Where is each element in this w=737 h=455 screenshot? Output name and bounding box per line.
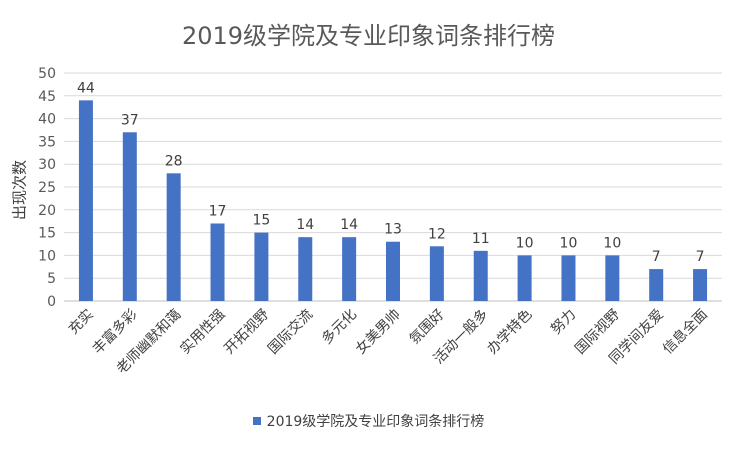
legend-swatch xyxy=(252,417,261,425)
x-tick-label: 氛围好 xyxy=(407,307,448,348)
y-tick-label: 35 xyxy=(38,134,56,150)
y-tick-label: 10 xyxy=(38,248,56,264)
data-label: 12 xyxy=(428,226,446,242)
data-label: 14 xyxy=(296,217,314,233)
bar xyxy=(605,255,620,301)
x-tick-label: 女美男帅 xyxy=(352,306,404,358)
x-tick-label: 充实 xyxy=(66,307,97,338)
y-tick-label: 15 xyxy=(38,226,56,242)
bar xyxy=(693,269,708,301)
x-tick-label: 国际交流 xyxy=(264,306,316,358)
chart-title: 2019级学院及专业印象词条排行榜 xyxy=(181,22,556,50)
bar xyxy=(122,132,137,301)
x-tick-label: 信息全面 xyxy=(659,306,711,358)
y-tick-label: 20 xyxy=(38,203,56,219)
bar xyxy=(254,232,269,301)
data-label: 44 xyxy=(77,80,95,96)
legend-label: 2019级学院及专业印象词条排行榜 xyxy=(266,414,485,430)
bar xyxy=(298,237,313,301)
x-tick-label: 多元化 xyxy=(318,306,360,348)
legend: 2019级学院及专业印象词条排行榜 xyxy=(0,411,737,431)
data-label: 17 xyxy=(209,203,227,219)
y-tick-label: 45 xyxy=(38,89,56,105)
y-tick-label: 25 xyxy=(38,180,56,196)
y-tick-label: 50 xyxy=(38,66,56,82)
x-tick-label: 实用性强 xyxy=(177,307,228,358)
data-label: 14 xyxy=(340,217,358,233)
data-label: 15 xyxy=(252,213,270,229)
data-label: 13 xyxy=(384,222,402,238)
bar xyxy=(561,255,576,301)
data-label: 7 xyxy=(696,249,705,265)
bar xyxy=(342,237,357,301)
x-tick-label: 努力 xyxy=(548,307,579,338)
y-tick-label: 0 xyxy=(47,294,56,310)
data-label: 11 xyxy=(472,231,490,247)
bar xyxy=(166,173,181,301)
data-label: 7 xyxy=(652,249,661,265)
data-label: 37 xyxy=(121,112,139,128)
data-label: 10 xyxy=(560,235,578,251)
y-tick-label: 30 xyxy=(38,157,56,173)
y-tick-label: 40 xyxy=(38,112,56,128)
x-tick-label: 开拓视野 xyxy=(221,307,272,358)
bar xyxy=(210,223,225,301)
bar xyxy=(473,250,488,301)
y-tick-label: 5 xyxy=(47,271,56,287)
bar xyxy=(649,269,664,301)
data-label: 10 xyxy=(516,235,534,251)
x-tick-label: 办学特色 xyxy=(484,306,536,358)
bar xyxy=(78,100,93,301)
data-label: 10 xyxy=(603,235,621,251)
bar xyxy=(429,246,444,301)
bar xyxy=(386,241,400,301)
bar xyxy=(517,255,532,301)
data-label: 28 xyxy=(165,153,183,169)
